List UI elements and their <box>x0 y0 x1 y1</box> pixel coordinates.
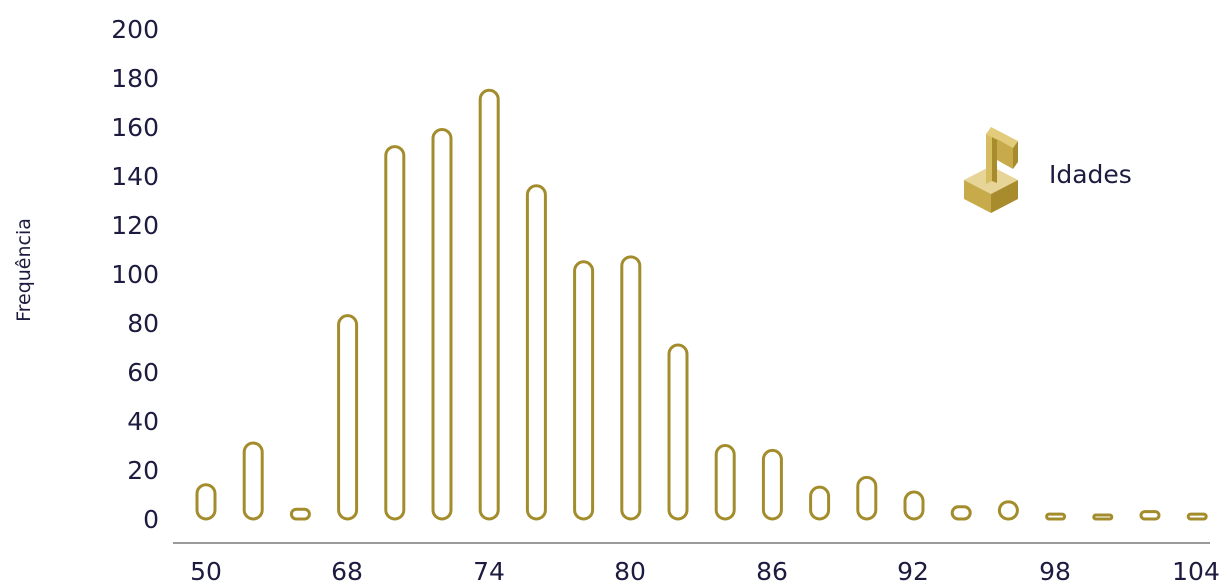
y-tick-label: 0 <box>143 505 159 534</box>
x-tick-label: 50 <box>190 557 222 584</box>
bars <box>195 88 1208 521</box>
histogram-bar <box>289 507 311 521</box>
histogram-bar <box>337 314 359 521</box>
y-tick-label: 140 <box>111 162 159 191</box>
histogram-bar <box>856 475 878 521</box>
y-tick-label: 160 <box>111 113 159 142</box>
histogram-bar <box>667 343 689 521</box>
x-tick-label: 74 <box>473 557 505 584</box>
x-axis-ticks: 50 68 74 80 86 92 98 104 <box>190 557 1220 584</box>
x-tick-label: 86 <box>756 557 788 584</box>
histogram-bar <box>620 255 642 521</box>
histogram-bar <box>1139 510 1161 521</box>
histogram-bar <box>1092 513 1114 521</box>
histogram-bar <box>809 485 831 521</box>
y-tick-label: 100 <box>111 260 159 289</box>
histogram-bar <box>478 88 500 521</box>
y-tick-label: 60 <box>127 358 159 387</box>
histogram-bar <box>525 184 547 521</box>
y-tick-label: 20 <box>127 456 159 485</box>
y-tick-label: 80 <box>127 309 159 338</box>
legend-label: Idades <box>1049 160 1132 189</box>
histogram-bar <box>1045 512 1067 521</box>
y-tick-label: 200 <box>111 15 159 44</box>
x-tick-label: 104 <box>1172 557 1220 584</box>
histogram-bar <box>573 260 595 521</box>
y-tick-label: 40 <box>127 407 159 436</box>
histogram-bar <box>714 444 736 521</box>
music-note-icon <box>964 127 1018 213</box>
x-tick-label: 68 <box>331 557 363 584</box>
y-axis-label: Frequência <box>13 218 35 322</box>
y-tick-label: 120 <box>111 211 159 240</box>
histogram-bar <box>903 490 925 521</box>
histogram-bar <box>431 127 453 521</box>
histogram-bar <box>384 145 406 521</box>
x-tick-label: 80 <box>614 557 646 584</box>
legend: Idades <box>964 127 1132 213</box>
x-tick-label: 98 <box>1039 557 1071 584</box>
histogram-bar <box>761 448 783 521</box>
y-tick-label: 180 <box>111 64 159 93</box>
histogram-bar <box>997 500 1019 521</box>
x-tick-label: 92 <box>897 557 929 584</box>
histogram-bar <box>242 441 264 521</box>
histogram-bar <box>950 505 972 521</box>
y-axis-ticks: 0 20 40 60 80 100 120 140 160 180 200 <box>111 15 159 534</box>
histogram-bar <box>1186 512 1208 521</box>
histogram-bar <box>195 483 217 521</box>
